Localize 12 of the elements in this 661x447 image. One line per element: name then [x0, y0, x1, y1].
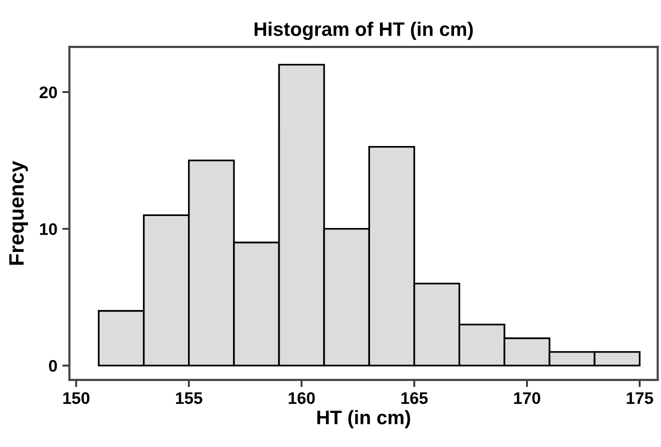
y-tick-label: 20: [40, 86, 57, 98]
x-axis-title: HT (in cm): [317, 410, 410, 428]
y-axis-title: Frequency: [9, 160, 28, 265]
x-tick-label: 155: [176, 392, 202, 404]
x-tick-label: 150: [63, 392, 90, 404]
x-tick-label: 170: [514, 392, 540, 404]
y-tick-label: 10: [40, 223, 57, 236]
chart-title: Histogram of HT (in cm): [254, 22, 473, 40]
x-tick-label: 160: [288, 392, 315, 404]
y-tick-label: 0: [48, 360, 57, 372]
x-tick-label: 165: [401, 392, 428, 404]
x-tick-label: 175: [626, 392, 654, 404]
